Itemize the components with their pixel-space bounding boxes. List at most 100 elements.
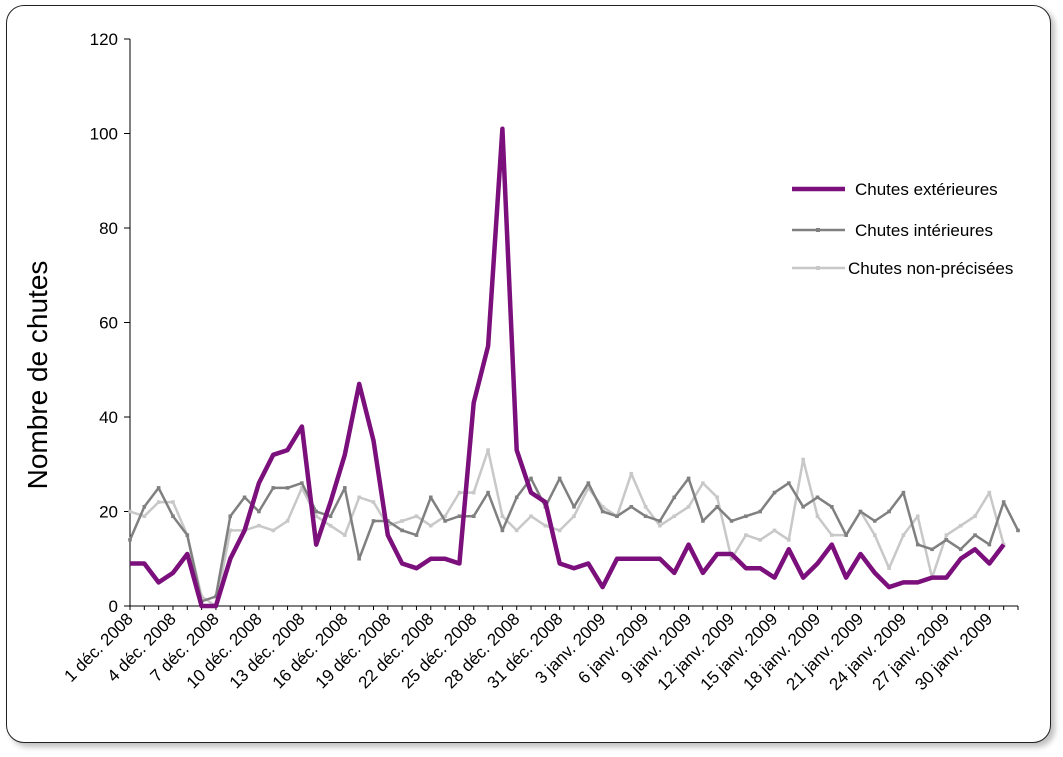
data-point bbox=[772, 528, 777, 533]
data-point bbox=[328, 514, 333, 519]
legend: Chutes extérieures Chutes intérieures Chut… bbox=[792, 180, 1013, 278]
data-point bbox=[300, 481, 304, 485]
data-point bbox=[744, 514, 748, 519]
data-point bbox=[500, 528, 505, 533]
data-point bbox=[672, 495, 677, 500]
data-point bbox=[471, 514, 476, 519]
legend-marker bbox=[816, 228, 820, 232]
legend-label: Chutes extérieures bbox=[855, 180, 998, 199]
data-point bbox=[328, 523, 333, 528]
data-point bbox=[128, 538, 132, 542]
data-point bbox=[629, 504, 634, 509]
data-point bbox=[557, 528, 562, 533]
data-point bbox=[371, 500, 376, 504]
data-point bbox=[428, 495, 433, 500]
data-point bbox=[214, 594, 218, 599]
legend-label: Chutes non-précisées bbox=[848, 259, 1013, 278]
data-point bbox=[128, 509, 132, 514]
data-point bbox=[658, 523, 662, 528]
data-point bbox=[658, 519, 662, 523]
data-point bbox=[443, 519, 447, 523]
data-point bbox=[142, 504, 147, 509]
data-point bbox=[357, 556, 361, 561]
data-point bbox=[987, 542, 992, 547]
series-line bbox=[130, 126, 1006, 609]
data-point bbox=[830, 533, 834, 537]
data-point bbox=[887, 509, 891, 514]
data-point bbox=[343, 533, 347, 537]
data-point bbox=[156, 500, 161, 504]
data-point bbox=[930, 547, 934, 552]
y-tick-label: 60 bbox=[99, 314, 118, 333]
data-point bbox=[443, 514, 447, 519]
data-point bbox=[471, 490, 476, 495]
data-point bbox=[300, 486, 304, 490]
data-point bbox=[142, 514, 147, 519]
data-point bbox=[228, 528, 233, 533]
series-line bbox=[129, 448, 1005, 608]
data-point bbox=[830, 504, 834, 509]
y-tick-label: 80 bbox=[99, 219, 118, 238]
data-point bbox=[801, 457, 805, 462]
axes bbox=[129, 39, 1018, 607]
data-point bbox=[414, 514, 419, 519]
data-point bbox=[514, 495, 519, 500]
data-point bbox=[815, 495, 820, 500]
data-point bbox=[400, 519, 404, 523]
y-tick-label: 100 bbox=[90, 125, 118, 144]
data-point bbox=[285, 519, 290, 523]
data-point bbox=[787, 538, 791, 542]
data-point bbox=[572, 514, 576, 519]
data-point bbox=[242, 495, 247, 500]
data-point bbox=[457, 490, 462, 495]
data-point bbox=[958, 523, 963, 528]
data-point bbox=[572, 504, 576, 509]
data-point bbox=[486, 448, 490, 452]
legend-label: Chutes intérieures bbox=[855, 221, 993, 240]
data-point bbox=[285, 486, 290, 490]
data-point bbox=[701, 519, 705, 523]
y-axis-ticks: 0 20 40 60 80 100 120 bbox=[90, 30, 130, 616]
data-point bbox=[586, 481, 591, 485]
data-point bbox=[500, 514, 505, 519]
data-point bbox=[715, 504, 720, 509]
data-point bbox=[915, 542, 920, 547]
data-point bbox=[729, 519, 734, 523]
data-point bbox=[271, 486, 276, 490]
data-point bbox=[672, 514, 677, 519]
data-point bbox=[600, 509, 605, 514]
data-point bbox=[686, 476, 691, 481]
data-point bbox=[944, 533, 949, 537]
data-point bbox=[643, 504, 648, 509]
y-tick-label: 0 bbox=[109, 597, 118, 616]
data-point bbox=[314, 509, 318, 514]
data-point bbox=[701, 481, 705, 485]
data-point bbox=[228, 514, 233, 519]
data-point bbox=[257, 509, 261, 514]
data-point bbox=[615, 514, 619, 519]
data-point bbox=[686, 504, 691, 509]
data-point bbox=[744, 533, 748, 537]
data-point bbox=[171, 500, 175, 504]
data-point bbox=[643, 514, 648, 519]
data-point bbox=[887, 566, 891, 570]
data-point bbox=[772, 490, 777, 495]
data-point bbox=[428, 523, 433, 528]
data-point bbox=[944, 538, 949, 542]
series-3 bbox=[128, 448, 1006, 608]
chart-frame bbox=[6, 5, 1051, 743]
data-point bbox=[872, 533, 877, 537]
data-point bbox=[973, 533, 977, 537]
y-tick-label: 120 bbox=[90, 30, 118, 49]
data-point bbox=[958, 547, 963, 552]
data-point bbox=[787, 481, 791, 485]
data-point bbox=[729, 556, 734, 561]
data-point bbox=[257, 523, 261, 528]
data-point bbox=[185, 533, 190, 537]
data-point bbox=[629, 471, 634, 476]
series-1 bbox=[130, 126, 1006, 609]
data-point bbox=[557, 476, 562, 481]
series-layer bbox=[128, 126, 1020, 609]
data-point bbox=[400, 528, 404, 533]
